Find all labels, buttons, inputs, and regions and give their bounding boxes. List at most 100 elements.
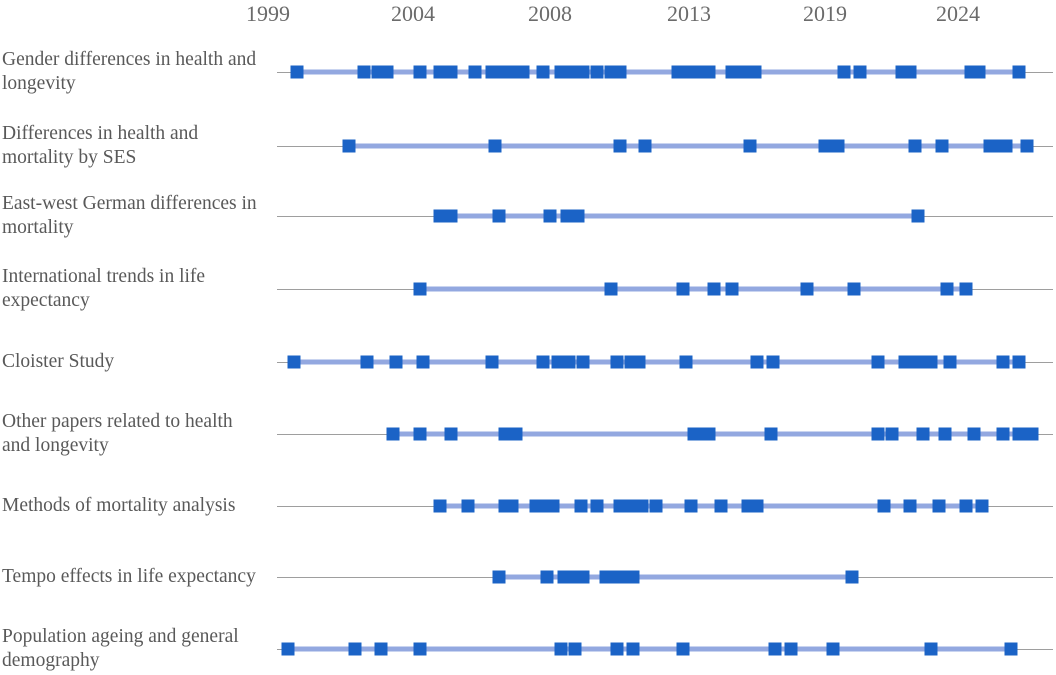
publication-marker[interactable]: [831, 139, 845, 153]
publication-marker[interactable]: [413, 65, 427, 79]
publication-marker[interactable]: [290, 65, 304, 79]
publication-marker[interactable]: [444, 427, 458, 441]
publication-marker[interactable]: [800, 282, 814, 296]
publication-marker[interactable]: [576, 355, 590, 369]
publication-marker[interactable]: [509, 427, 523, 441]
publication-marker[interactable]: [574, 499, 588, 513]
publication-marker[interactable]: [924, 355, 938, 369]
publication-marker[interactable]: [624, 499, 638, 513]
publication-marker[interactable]: [871, 355, 885, 369]
publication-marker[interactable]: [433, 65, 447, 79]
publication-marker[interactable]: [999, 139, 1013, 153]
publication-marker[interactable]: [1012, 427, 1026, 441]
publication-marker[interactable]: [784, 642, 798, 656]
publication-marker[interactable]: [551, 355, 565, 369]
publication-marker[interactable]: [908, 139, 922, 153]
publication-marker[interactable]: [725, 65, 739, 79]
publication-marker[interactable]: [725, 282, 739, 296]
publication-marker[interactable]: [571, 209, 585, 223]
publication-marker[interactable]: [750, 499, 764, 513]
publication-marker[interactable]: [1012, 355, 1026, 369]
publication-marker[interactable]: [461, 499, 475, 513]
publication-marker[interactable]: [748, 65, 762, 79]
publication-marker[interactable]: [543, 209, 557, 223]
publication-marker[interactable]: [590, 499, 604, 513]
publication-marker[interactable]: [959, 282, 973, 296]
publication-marker[interactable]: [885, 427, 898, 441]
publication-marker[interactable]: [433, 499, 447, 513]
publication-marker[interactable]: [374, 642, 388, 656]
publication-marker[interactable]: [972, 65, 986, 79]
publication-marker[interactable]: [568, 642, 582, 656]
publication-marker[interactable]: [610, 642, 624, 656]
publication-marker[interactable]: [702, 427, 716, 441]
publication-marker[interactable]: [764, 427, 778, 441]
publication-marker[interactable]: [932, 499, 946, 513]
publication-marker[interactable]: [845, 570, 859, 584]
publication-marker[interactable]: [540, 570, 554, 584]
publication-marker[interactable]: [536, 355, 550, 369]
publication-marker[interactable]: [485, 355, 499, 369]
publication-marker[interactable]: [444, 209, 458, 223]
publication-marker[interactable]: [536, 65, 550, 79]
publication-marker[interactable]: [967, 427, 981, 441]
publication-marker[interactable]: [386, 427, 400, 441]
publication-marker[interactable]: [649, 499, 663, 513]
publication-marker[interactable]: [516, 65, 530, 79]
publication-marker[interactable]: [943, 355, 957, 369]
publication-marker[interactable]: [847, 282, 861, 296]
publication-marker[interactable]: [853, 65, 867, 79]
publication-marker[interactable]: [610, 355, 624, 369]
publication-marker[interactable]: [702, 65, 716, 79]
publication-marker[interactable]: [492, 570, 506, 584]
publication-marker[interactable]: [626, 642, 640, 656]
publication-marker[interactable]: [433, 209, 447, 223]
publication-marker[interactable]: [413, 642, 427, 656]
publication-marker[interactable]: [903, 65, 917, 79]
publication-marker[interactable]: [935, 139, 949, 153]
publication-marker[interactable]: [604, 282, 618, 296]
publication-marker[interactable]: [468, 65, 482, 79]
publication-marker[interactable]: [1004, 642, 1018, 656]
publication-marker[interactable]: [444, 65, 458, 79]
publication-marker[interactable]: [903, 499, 917, 513]
publication-marker[interactable]: [342, 139, 356, 153]
publication-marker[interactable]: [996, 355, 1010, 369]
publication-marker[interactable]: [940, 282, 954, 296]
publication-marker[interactable]: [638, 139, 652, 153]
publication-marker[interactable]: [1020, 139, 1034, 153]
publication-marker[interactable]: [768, 642, 782, 656]
publication-marker[interactable]: [626, 570, 640, 584]
publication-marker[interactable]: [416, 355, 430, 369]
publication-marker[interactable]: [635, 499, 649, 513]
publication-marker[interactable]: [492, 209, 506, 223]
publication-marker[interactable]: [959, 499, 973, 513]
publication-marker[interactable]: [996, 427, 1010, 441]
publication-marker[interactable]: [576, 570, 590, 584]
publication-marker[interactable]: [565, 65, 579, 79]
publication-marker[interactable]: [632, 355, 646, 369]
publication-marker[interactable]: [1025, 427, 1039, 441]
publication-marker[interactable]: [871, 427, 885, 441]
publication-marker[interactable]: [975, 499, 989, 513]
publication-marker[interactable]: [916, 427, 930, 441]
publication-marker[interactable]: [413, 427, 427, 441]
publication-marker[interactable]: [924, 642, 938, 656]
publication-marker[interactable]: [281, 642, 295, 656]
publication-marker[interactable]: [676, 642, 690, 656]
publication-marker[interactable]: [707, 282, 721, 296]
publication-marker[interactable]: [1012, 65, 1026, 79]
publication-marker[interactable]: [877, 499, 891, 513]
publication-marker[interactable]: [560, 209, 574, 223]
publication-marker[interactable]: [684, 499, 698, 513]
publication-marker[interactable]: [914, 355, 928, 369]
publication-marker[interactable]: [743, 139, 757, 153]
publication-marker[interactable]: [287, 355, 301, 369]
publication-marker[interactable]: [413, 282, 427, 296]
publication-marker[interactable]: [938, 427, 952, 441]
publication-marker[interactable]: [590, 65, 604, 79]
publication-marker[interactable]: [554, 65, 568, 79]
publication-marker[interactable]: [348, 642, 362, 656]
publication-marker[interactable]: [360, 355, 374, 369]
publication-marker[interactable]: [554, 642, 568, 656]
